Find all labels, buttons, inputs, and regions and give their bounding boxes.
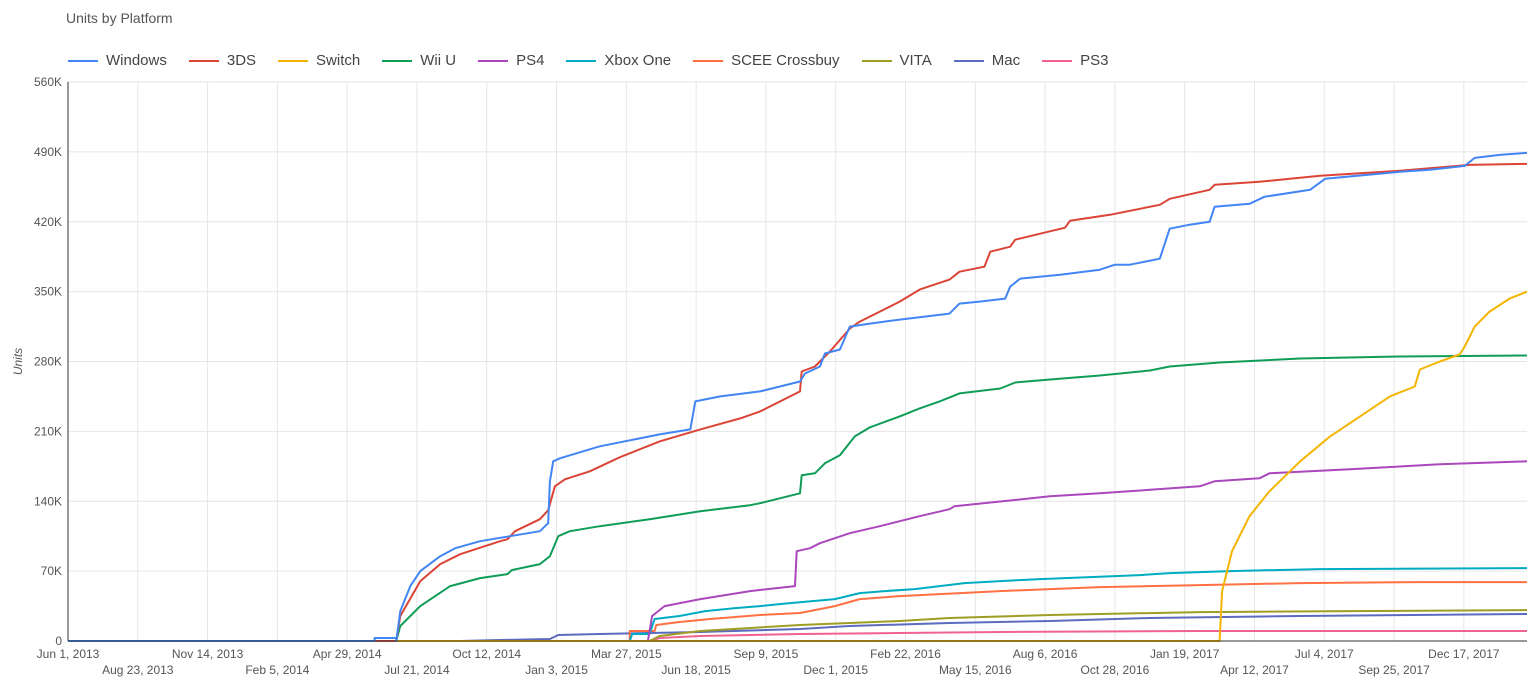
legend-item-vita[interactable]: VITA [861, 52, 932, 69]
y-tick-label: 0 [55, 634, 62, 648]
y-tick-label: 420K [34, 215, 62, 229]
legend-swatch [278, 59, 309, 62]
x-tick-label: Jan 19, 2017 [1150, 647, 1220, 661]
x-tick-label: Nov 14, 2013 [172, 647, 244, 661]
legend-label: Mac [991, 52, 1021, 69]
legend-label: Wii U [420, 52, 457, 69]
legend-label: Windows [106, 52, 167, 69]
series-line-ps3 [68, 630, 1527, 642]
x-tick-label: Apr 12, 2017 [1220, 663, 1289, 677]
legend-label: SCEE Crossbuy [731, 52, 840, 69]
x-tick-label: Sep 9, 2015 [734, 647, 799, 661]
series-line-scee-crossbuy [68, 581, 1527, 642]
legend-swatch [382, 59, 413, 62]
x-tick-label: Jan 3, 2015 [525, 663, 588, 677]
legend-label: 3DS [226, 52, 257, 69]
legend-item-windows[interactable]: Windows [68, 52, 167, 69]
legend-item-switch[interactable]: Switch [278, 52, 360, 69]
series-line-ps4 [68, 460, 1528, 642]
y-tick-label: 280K [34, 355, 62, 369]
y-tick-label: 490K [34, 145, 62, 159]
legend-swatch [861, 59, 892, 62]
legend-item-ps4[interactable]: PS4 [478, 52, 544, 69]
x-tick-label: Jun 1, 2013 [37, 647, 100, 661]
legend-swatch [68, 59, 98, 62]
series-line-vita [68, 609, 1528, 642]
series-line-xbox-one [68, 567, 1528, 642]
y-tick-label: 70K [41, 564, 62, 578]
x-tick-label: Aug 6, 2016 [1013, 647, 1078, 661]
chart-title: Units by Platform [66, 10, 173, 26]
x-tick-label: Feb 22, 2016 [870, 647, 941, 661]
y-tick-label: 140K [34, 494, 62, 508]
legend-swatch [953, 59, 984, 62]
y-tick-label: 210K [34, 424, 62, 438]
x-tick-label: Oct 28, 2016 [1081, 663, 1150, 677]
legend-item-3ds[interactable]: 3DS [188, 52, 257, 69]
series-line-wii-u [68, 354, 1528, 642]
x-tick-label: Jun 18, 2015 [661, 663, 731, 677]
legend-label: PS4 [516, 52, 545, 69]
x-tick-label: Sep 25, 2017 [1358, 663, 1430, 677]
legend-item-xbox-one[interactable]: Xbox One [566, 52, 671, 69]
legend-item-ps3[interactable]: PS3 [1042, 52, 1108, 69]
x-tick-label: Mar 27, 2015 [591, 647, 662, 661]
series-line-switch [68, 290, 1528, 642]
y-tick-label: 560K [34, 75, 62, 89]
x-tick-label: Jul 4, 2017 [1295, 647, 1354, 661]
x-tick-label: Jul 21, 2014 [384, 663, 450, 677]
legend-swatch [693, 59, 724, 62]
series-line-3ds [68, 162, 1528, 642]
x-tick-label: Aug 23, 2013 [102, 663, 174, 677]
x-tick-label: Dec 17, 2017 [1428, 647, 1500, 661]
legend-swatch [188, 59, 219, 62]
legend-item-mac[interactable]: Mac [953, 52, 1021, 69]
series-line-mac [68, 613, 1528, 642]
legend-item-scee-crossbuy[interactable]: SCEE Crossbuy [693, 52, 840, 69]
legend-label: Xbox One [604, 52, 672, 69]
x-tick-label: Oct 12, 2014 [452, 647, 521, 661]
legend-label: VITA [899, 52, 932, 69]
legend-swatch [566, 59, 597, 62]
legend: Windows 3DS Switch Wii U PS4 Xbox One SC… [68, 52, 1130, 69]
y-tick-label: 350K [34, 285, 62, 299]
series-line-windows [68, 151, 1528, 642]
x-tick-label: Feb 5, 2014 [245, 663, 309, 677]
legend-label: Switch [316, 52, 361, 69]
x-tick-label: Apr 29, 2014 [313, 647, 382, 661]
x-tick-label: Dec 1, 2015 [803, 663, 868, 677]
x-tick-label: May 15, 2016 [939, 663, 1012, 677]
y-axis-label: Units [11, 348, 25, 375]
legend-label: PS3 [1080, 52, 1109, 69]
legend-item-wii-u[interactable]: Wii U [382, 52, 456, 69]
legend-swatch [1042, 59, 1073, 62]
legend-swatch [478, 59, 509, 62]
